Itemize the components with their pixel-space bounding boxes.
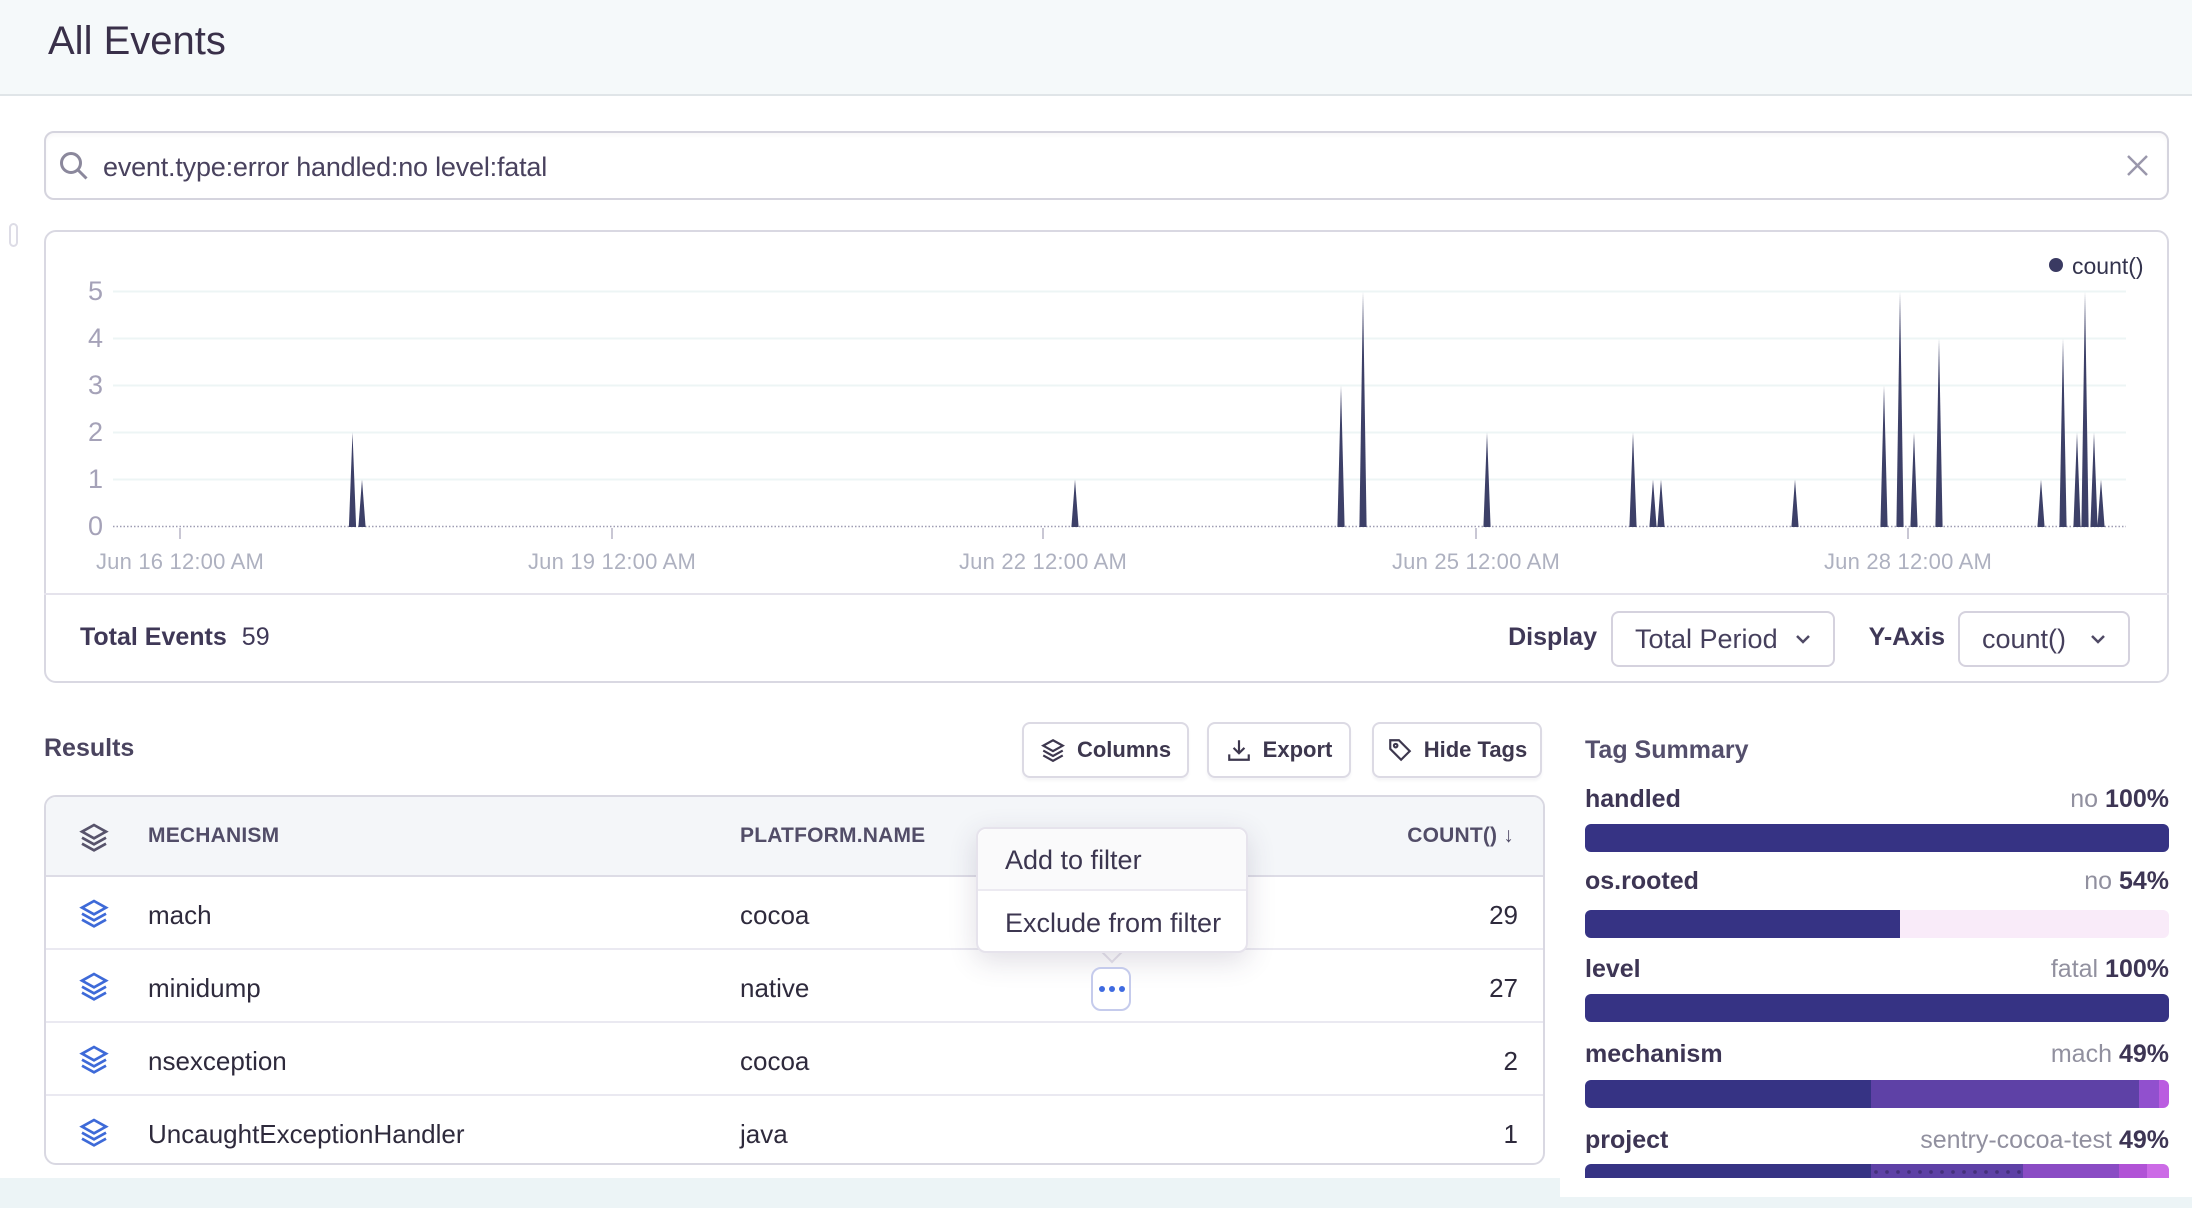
svg-text:5: 5 bbox=[88, 276, 103, 306]
svg-text:4: 4 bbox=[88, 323, 103, 353]
svg-text:2: 2 bbox=[88, 417, 103, 447]
svg-text:Jun 22 12:00 AM: Jun 22 12:00 AM bbox=[959, 549, 1127, 574]
svg-text:Jun 19 12:00 AM: Jun 19 12:00 AM bbox=[528, 549, 696, 574]
svg-text:Jun 25 12:00 AM: Jun 25 12:00 AM bbox=[1392, 549, 1560, 574]
svg-text:Jun 16 12:00 AM: Jun 16 12:00 AM bbox=[96, 549, 264, 574]
svg-text:Jun 28 12:00 AM: Jun 28 12:00 AM bbox=[1824, 549, 1992, 574]
svg-text:count(): count() bbox=[2072, 253, 2144, 279]
svg-text:0: 0 bbox=[88, 511, 103, 541]
svg-text:3: 3 bbox=[88, 370, 103, 400]
svg-text:1: 1 bbox=[88, 464, 103, 494]
